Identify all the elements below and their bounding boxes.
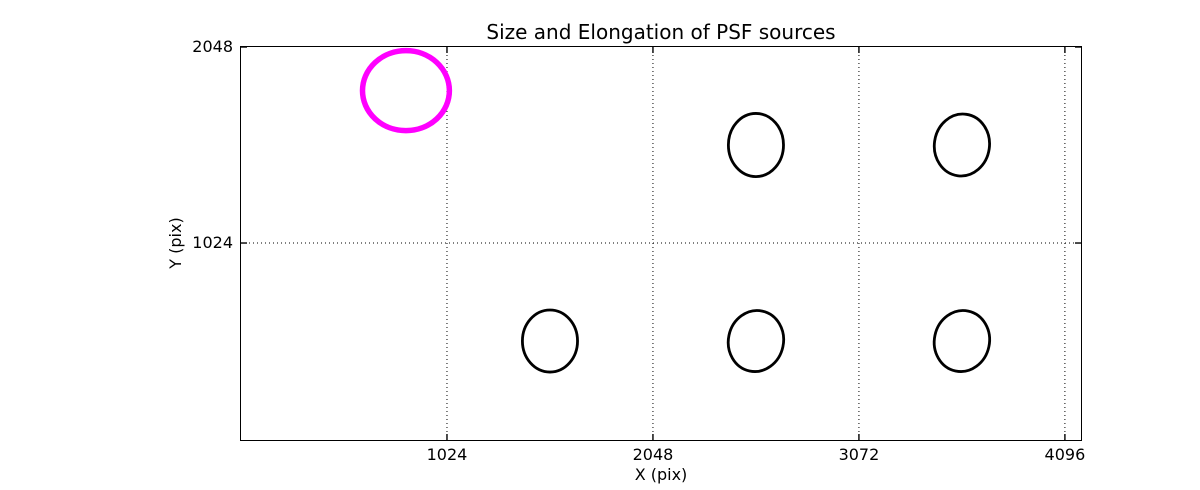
x-axis-label: X (pix) xyxy=(634,465,688,484)
y-tick-label: 2048 xyxy=(192,37,233,56)
psf-source-ellipse-flagged xyxy=(359,47,453,134)
psf-source-ellipse xyxy=(521,308,579,374)
plot-area xyxy=(240,46,1082,441)
x-tick-label: 1024 xyxy=(426,445,468,464)
psf-source-ellipse xyxy=(932,112,991,178)
y-tick-label: 1024 xyxy=(192,233,233,253)
x-tick-label: 2048 xyxy=(632,445,674,464)
psf-source-ellipse xyxy=(726,309,786,373)
x-tick-label: 4096 xyxy=(1044,445,1086,464)
plot-canvas xyxy=(241,46,1081,440)
x-tick-label: 3072 xyxy=(838,445,880,464)
psf-source-ellipse xyxy=(726,112,785,178)
psf-source-ellipse xyxy=(932,309,992,373)
y-axis-label: Y (pix) xyxy=(166,217,185,269)
chart-title: Size and Elongation of PSF sources xyxy=(486,20,836,44)
